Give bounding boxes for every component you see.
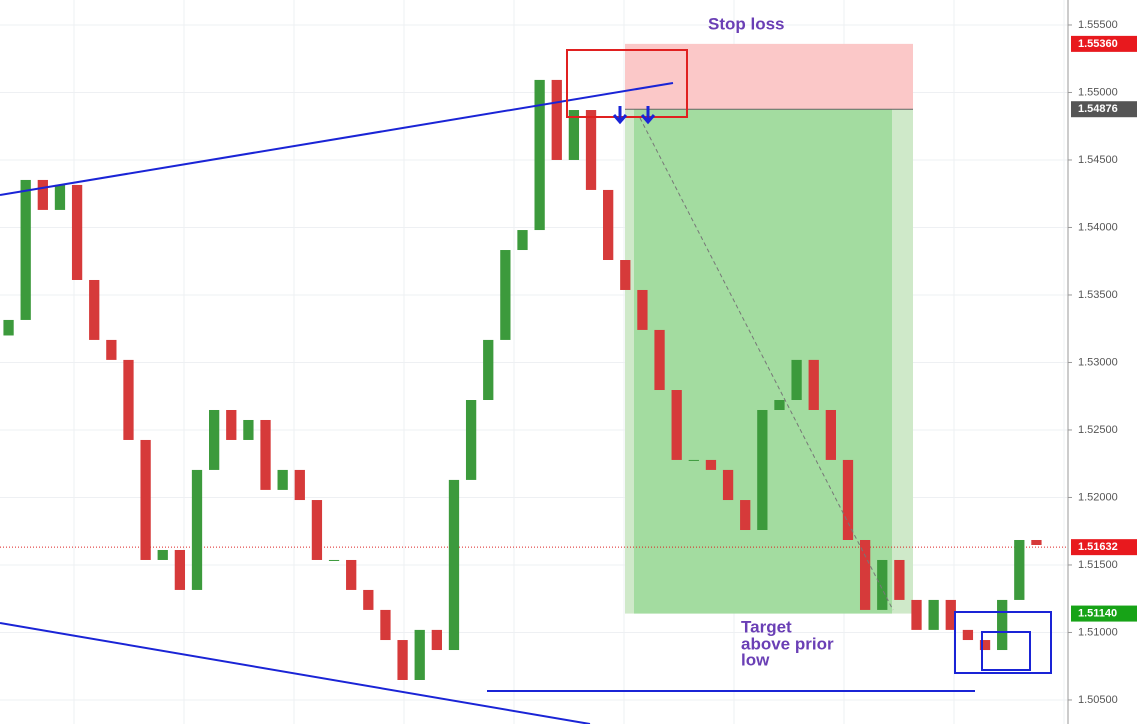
candle-body <box>89 279 100 340</box>
candle-body <box>774 400 785 410</box>
price-label: 1.51632 <box>1078 541 1118 553</box>
entry-arrow <box>640 106 656 125</box>
candle-body <box>140 439 151 560</box>
candle-body <box>294 469 305 501</box>
candle-body <box>654 329 665 391</box>
y-tick-label: 1.52500 <box>1078 424 1118 436</box>
y-tick-label: 1.53500 <box>1078 289 1118 301</box>
candle-body <box>363 589 374 610</box>
y-tick-label: 1.52000 <box>1078 491 1118 503</box>
candle-body <box>226 409 237 440</box>
highlight-box <box>954 611 1052 674</box>
candle-body <box>825 409 836 460</box>
candle-body <box>517 230 528 251</box>
candle-body <box>877 559 888 610</box>
candle-body <box>157 549 168 560</box>
candles <box>3 79 1042 680</box>
candle-body <box>1014 539 1025 600</box>
candle-body <box>894 559 905 600</box>
candle-body <box>688 459 699 461</box>
y-axis: 1.50500 1.51000 1.51500 1.52000 1.52500 1.530… <box>1068 19 1137 706</box>
candle-body <box>945 599 956 630</box>
candle-body <box>911 599 922 630</box>
y-tick-label: 1.54500 <box>1078 154 1118 166</box>
candle-body <box>328 559 340 561</box>
candle-body <box>551 79 562 160</box>
annotation: Stop loss <box>708 14 785 33</box>
price-label: 1.55360 <box>1078 38 1118 50</box>
candle-body <box>757 409 768 531</box>
drawings <box>0 49 1052 724</box>
candle-body <box>311 500 323 560</box>
annotation: low <box>741 650 770 669</box>
candle-body <box>209 409 220 470</box>
candle-body <box>465 400 477 480</box>
candle-body <box>637 289 648 330</box>
price-label: 1.54876 <box>1078 103 1118 115</box>
candle-body <box>346 559 357 590</box>
candle-body <box>448 479 460 651</box>
highlight-box <box>566 49 688 118</box>
candle-body <box>414 629 425 680</box>
candle-body <box>928 599 939 630</box>
target-zone-inner <box>634 109 892 614</box>
trend-line <box>0 82 674 196</box>
price-label-box <box>1071 539 1137 556</box>
price-label-box <box>1071 35 1137 52</box>
y-tick-label: 1.55500 <box>1078 19 1118 31</box>
entry-arrow <box>612 106 628 125</box>
candle-body <box>174 549 186 590</box>
price-label: 1.51140 <box>1078 607 1117 619</box>
candle-body <box>20 179 31 320</box>
candle-body <box>722 469 734 501</box>
candle-body <box>37 179 48 210</box>
candle-body <box>3 319 14 336</box>
candle-body <box>534 79 545 231</box>
position-zones <box>0 43 1068 614</box>
candle-body <box>740 500 751 531</box>
candle-body <box>243 419 254 440</box>
y-tick-label: 1.50500 <box>1078 694 1118 706</box>
candle-body <box>568 110 580 160</box>
candle-body <box>260 419 271 490</box>
candle-body <box>585 110 597 190</box>
candle-body <box>603 189 614 261</box>
y-tick-label: 1.53000 <box>1078 356 1118 368</box>
price-label-box <box>1071 605 1137 622</box>
y-tick-label: 1.54000 <box>1078 221 1118 233</box>
y-tick-label: 1.51000 <box>1078 626 1118 638</box>
highlight-box <box>981 631 1031 671</box>
candle-body <box>808 359 819 410</box>
candle-body <box>71 184 83 280</box>
candle-body <box>483 339 494 401</box>
candle-body <box>191 469 203 590</box>
candle-body <box>54 184 66 210</box>
stop-zone <box>625 43 913 110</box>
price-label-box <box>1071 101 1137 118</box>
candle-body <box>397 640 408 680</box>
trend-line <box>0 622 591 724</box>
candle-body <box>123 359 134 440</box>
y-tick-label: 1.55000 <box>1078 86 1118 98</box>
candle-body <box>277 469 288 490</box>
candle-body <box>979 640 991 651</box>
projection-line <box>639 117 894 611</box>
candle-body <box>791 359 802 401</box>
candle-body <box>500 250 511 340</box>
candle-body <box>620 260 631 290</box>
annotation: Target <box>741 617 792 636</box>
candle-body <box>106 339 117 360</box>
candle-body <box>997 599 1008 651</box>
candle-body <box>705 459 717 470</box>
candle-body <box>962 629 974 641</box>
candle-body <box>1031 539 1042 545</box>
candle-body <box>380 609 391 641</box>
annotation: above prior <box>741 634 834 653</box>
candle-body <box>671 390 682 460</box>
candle-body <box>431 629 442 651</box>
y-tick-label: 1.51500 <box>1078 559 1118 571</box>
candle-body <box>842 459 854 540</box>
candle-body <box>859 539 871 610</box>
